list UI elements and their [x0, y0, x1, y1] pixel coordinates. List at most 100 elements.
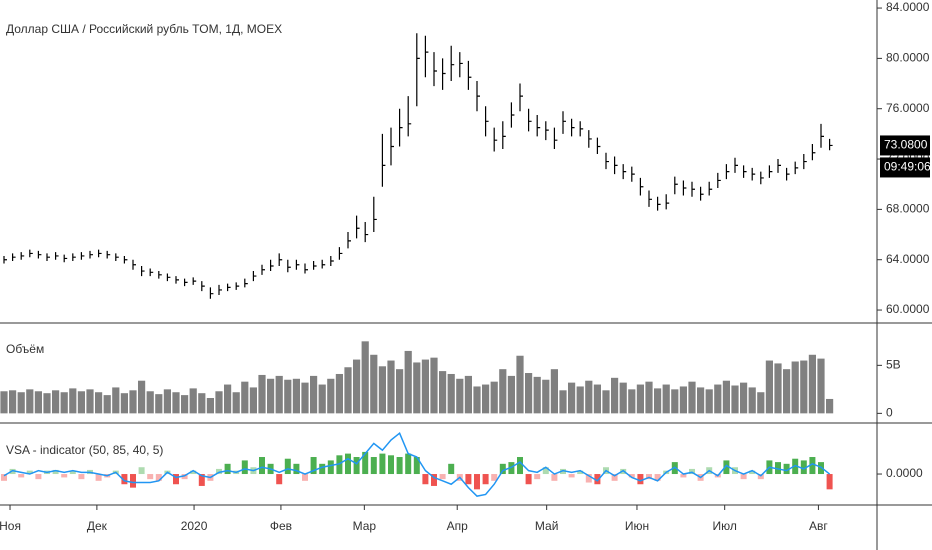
ohlc-bar — [605, 152, 609, 170]
ohlc-bar — [631, 166, 635, 182]
volume-bar — [43, 393, 51, 414]
volume-bar — [421, 359, 429, 414]
vsa-bar — [95, 474, 102, 481]
x-tick-label: Апр — [447, 519, 469, 533]
ohlc-bar — [717, 172, 721, 188]
volume-bar — [241, 381, 249, 414]
x-tick-label: Май — [535, 519, 559, 533]
vsa-bar — [525, 474, 532, 485]
volume-bar — [525, 373, 533, 414]
volume-bar — [490, 381, 498, 414]
y-tick-label: 68.0000 — [886, 202, 930, 216]
volume-bar — [628, 389, 636, 414]
vsa-bar — [740, 474, 747, 480]
volume-bar — [430, 357, 438, 414]
vsa-bar — [508, 462, 515, 475]
vsa-bar — [405, 453, 412, 475]
volume-bar — [568, 382, 576, 414]
volume-bar — [103, 395, 111, 414]
volume-bar — [817, 358, 825, 414]
last-price-label: 73.0800 — [884, 138, 928, 152]
vsa-bar — [1, 474, 7, 481]
volume-bar — [198, 393, 206, 414]
ohlc-bar — [553, 127, 558, 149]
vsa-bar — [439, 474, 446, 480]
ohlc-bar — [725, 164, 730, 180]
volume-bar — [748, 387, 756, 414]
ohlc-bar — [175, 276, 179, 284]
volume-bar — [576, 386, 584, 414]
ohlc-bar — [218, 284, 222, 295]
volume-bar — [688, 381, 696, 414]
ohlc-bar — [708, 181, 713, 196]
ohlc-bar — [381, 133, 386, 187]
ohlc-bar — [777, 159, 781, 173]
ohlc-bar — [63, 254, 68, 263]
volume-bar — [413, 362, 421, 414]
volume-bar — [464, 375, 472, 414]
ohlc-bar — [820, 123, 824, 148]
vsa-bar — [302, 474, 308, 481]
vsa-bar — [259, 457, 265, 475]
vsa-bar — [611, 474, 618, 481]
vsa-bar — [224, 463, 231, 475]
ohlc-bar — [37, 250, 42, 259]
volume-bar — [550, 369, 558, 414]
pane-title: Доллар США / Российский рубль TOM, 1Д, M… — [6, 22, 282, 36]
volume-bar — [585, 380, 593, 414]
vsa-bar — [628, 474, 635, 478]
volume-bar — [499, 369, 507, 414]
ohlc-bar — [55, 252, 59, 260]
volume-bar — [129, 390, 137, 414]
ohlc-bar — [106, 250, 111, 259]
volume-bar — [516, 355, 524, 414]
vsa-bar — [723, 460, 730, 475]
ohlc-bar — [459, 52, 463, 78]
ohlc-bar — [734, 157, 738, 173]
vsa-bar — [241, 460, 248, 475]
ohlc-bar — [657, 196, 661, 211]
volume-bar — [86, 389, 94, 414]
vsa-bar — [826, 474, 833, 490]
volume-bar — [224, 384, 232, 414]
volume-bar — [155, 394, 163, 414]
volume-bar — [619, 382, 627, 414]
volume-bar — [258, 374, 266, 414]
ohlc-bar — [141, 266, 145, 277]
ohlc-bar — [399, 108, 403, 147]
vsa-bar — [422, 474, 429, 485]
volume-bar — [808, 354, 816, 414]
vsa-bar — [293, 463, 300, 475]
vsa-bar — [646, 474, 652, 480]
vsa-bar — [680, 474, 687, 478]
volume-bar — [447, 373, 455, 414]
ohlc-bar — [588, 130, 592, 148]
ohlc-bar — [12, 253, 16, 261]
ohlc-bar — [579, 121, 584, 137]
volume-bar — [654, 388, 662, 414]
ohlc-bar — [700, 186, 704, 201]
vsa-bar — [749, 470, 756, 475]
ohlc-bar — [760, 171, 764, 185]
volume-bar — [138, 380, 146, 414]
pane-title: Объём — [6, 342, 44, 356]
ohlc-bar — [347, 232, 351, 249]
volume-bar — [439, 371, 447, 414]
ohlc-bar — [674, 176, 678, 195]
x-tick-label: Дек — [87, 519, 108, 533]
vsa-bar — [155, 474, 162, 481]
ohlc-bar — [261, 264, 265, 275]
volume-bar — [662, 384, 670, 414]
volume-bar — [740, 382, 748, 414]
ohlc-bar — [304, 263, 308, 274]
ohlc-bar — [321, 259, 326, 269]
vsa-bar — [379, 453, 386, 475]
ohlc-bar — [278, 253, 283, 267]
vsa-bar — [138, 467, 145, 475]
volume-bar — [215, 391, 223, 414]
volume-bar — [9, 390, 17, 414]
volume-bar — [77, 391, 85, 414]
volume-bar — [791, 361, 799, 414]
ohlc-bar — [115, 253, 119, 261]
ohlc-bar — [123, 255, 128, 264]
